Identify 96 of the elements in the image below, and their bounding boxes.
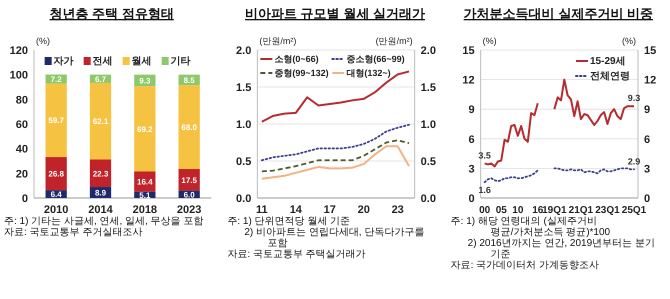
y2-tick-label: 0.5 bbox=[420, 156, 436, 168]
data-label: 69.2 bbox=[137, 124, 154, 134]
text: 주: 1) 단위면적당 월세 기준 bbox=[227, 216, 350, 227]
y-axis-title: (%) bbox=[36, 36, 50, 46]
legend-label: 중형(99~132) bbox=[274, 68, 329, 78]
data-label: 62.1 bbox=[92, 117, 109, 126]
legend-label: 전체연령 bbox=[590, 71, 630, 82]
y-tick-label: 12 bbox=[462, 74, 475, 87]
data-label: 68.0 bbox=[181, 123, 198, 132]
data-label: 26.8 bbox=[48, 170, 64, 179]
line-series bbox=[260, 139, 410, 172]
y2-axis-title: (%) bbox=[622, 36, 636, 46]
y2-tick-label: 12 bbox=[644, 74, 656, 87]
y2-tick-label: 3 bbox=[644, 163, 650, 176]
y-tick-label: 6 bbox=[468, 134, 475, 146]
y2-tick-label: 0.0 bbox=[420, 193, 436, 205]
y2-axis-title: (만원/m²) bbox=[376, 36, 413, 46]
text: 자료: 국토교통부 주택실거래가 bbox=[227, 249, 366, 260]
data-label: 17.5 bbox=[181, 176, 198, 185]
y-tick-label: 3 bbox=[468, 163, 475, 176]
legend-label: 기타 bbox=[170, 56, 191, 67]
y-tick-label: 120 bbox=[10, 45, 28, 57]
legend-label: 전세 bbox=[92, 56, 113, 67]
data-label: 8.5 bbox=[184, 76, 196, 85]
data-label: 6.7 bbox=[94, 74, 107, 84]
y-tick-label: 1.0 bbox=[236, 119, 252, 131]
x-tick-label: 25Q1 bbox=[622, 205, 647, 216]
y-tick-label: 9 bbox=[468, 104, 475, 116]
y-tick-label: 0 bbox=[468, 193, 475, 205]
data-label: 6.0 bbox=[184, 190, 196, 200]
text: 자료: 국토교통부 주거실태조사 bbox=[4, 227, 142, 238]
x-tick-label: 2023 bbox=[176, 204, 202, 216]
data-label: 5.1 bbox=[139, 190, 151, 200]
annotation: 9.3 bbox=[628, 93, 640, 104]
y-tick-label: 60 bbox=[16, 119, 28, 131]
legend-label: 중소형(66~99) bbox=[346, 54, 405, 64]
legend-label: 소형(0~66) bbox=[274, 54, 319, 64]
y-axis-title: (만원/m²) bbox=[259, 36, 296, 46]
text: 2) 비아파트는 연립다세대, 단독다가구를 포함 bbox=[244, 227, 424, 249]
y-tick-label: 0 bbox=[22, 193, 28, 205]
data-label: 6.4 bbox=[50, 190, 62, 200]
x-tick-label: 23 bbox=[392, 204, 404, 216]
y-axis-title: (%) bbox=[482, 36, 497, 46]
x-tick-label: 16 bbox=[532, 205, 544, 216]
annotation: 1.6 bbox=[478, 185, 491, 196]
y2-tick-label: 2.0 bbox=[420, 45, 436, 57]
data-label: 8.9 bbox=[94, 188, 107, 198]
x-tick-label: 17 bbox=[324, 204, 336, 216]
data-label: 9.3 bbox=[139, 76, 151, 86]
x-tick-label: 19Q1 bbox=[542, 205, 568, 216]
chart-title: 비아파트 규모별 월세 실거래가 bbox=[245, 6, 425, 21]
legend-label: 월세 bbox=[132, 56, 152, 67]
y2-tick-label: 9 bbox=[644, 104, 650, 116]
line-series bbox=[260, 124, 410, 162]
legend-label: 대형(132~) bbox=[346, 68, 391, 78]
y2-tick-label: 0 bbox=[644, 193, 650, 205]
y-tick-label: 1.5 bbox=[236, 82, 252, 94]
y2-tick-label: 15 bbox=[644, 45, 656, 57]
x-tick-label: 14 bbox=[290, 204, 303, 216]
x-tick-label: 20 bbox=[358, 204, 370, 216]
legend-label: 15-29세 bbox=[590, 56, 626, 67]
data-label: 7.2 bbox=[50, 74, 62, 84]
y2-tick-label: 6 bbox=[644, 134, 650, 146]
x-tick-label: 11 bbox=[256, 204, 268, 216]
x-tick-label: 10 bbox=[512, 205, 524, 216]
annotation: 3.5 bbox=[478, 150, 491, 160]
text: 2) 2016년까지는 연간, 2019년부터는 분기 기준 bbox=[468, 238, 655, 260]
legend-label: 자가 bbox=[54, 56, 74, 67]
y2-tick-label: 1.0 bbox=[420, 119, 436, 131]
data-label: 16.4 bbox=[137, 178, 154, 187]
x-tick-label: 21Q1 bbox=[568, 205, 594, 216]
line-series bbox=[260, 145, 410, 180]
data-label: 22.3 bbox=[92, 169, 109, 178]
y-tick-label: 2.0 bbox=[236, 45, 252, 57]
y-tick-label: 20 bbox=[16, 168, 28, 180]
y-tick-label: 15 bbox=[462, 45, 475, 57]
y-tick-label: 80 bbox=[16, 94, 28, 106]
y-tick-label: 100 bbox=[10, 70, 28, 82]
chart-title: 청년층 주택 점유형태 bbox=[50, 6, 174, 21]
y-tick-label: 40 bbox=[16, 144, 28, 156]
y-tick-label: 0.0 bbox=[236, 193, 252, 205]
y-tick-label: 0.5 bbox=[236, 156, 252, 168]
x-tick-label: 2018 bbox=[132, 204, 158, 216]
text: 주: 1) 기타는 사글세, 연세, 일세, 무상을 포함 bbox=[4, 216, 204, 227]
x-tick-label: 23Q1 bbox=[595, 205, 620, 216]
y2-tick-label: 1.5 bbox=[420, 82, 436, 94]
line-series bbox=[260, 70, 410, 123]
x-tick-label: 05 bbox=[496, 205, 508, 216]
text: 주: 1) 해당 연령대의 (실제주거비 평균/가처분소득 평균)*100 bbox=[450, 216, 611, 238]
x-tick-label: 2010 bbox=[44, 204, 68, 216]
annotation: 2.9 bbox=[628, 156, 640, 166]
text: 자료: 국가데이터처 가계동향조사 bbox=[450, 260, 600, 271]
x-tick-label: 2014 bbox=[88, 204, 114, 216]
chart-title: 가처분소득대비 실제주거비 비중 bbox=[464, 6, 653, 21]
x-tick-label: 00 bbox=[479, 205, 491, 216]
data-label: 59.7 bbox=[48, 116, 64, 126]
